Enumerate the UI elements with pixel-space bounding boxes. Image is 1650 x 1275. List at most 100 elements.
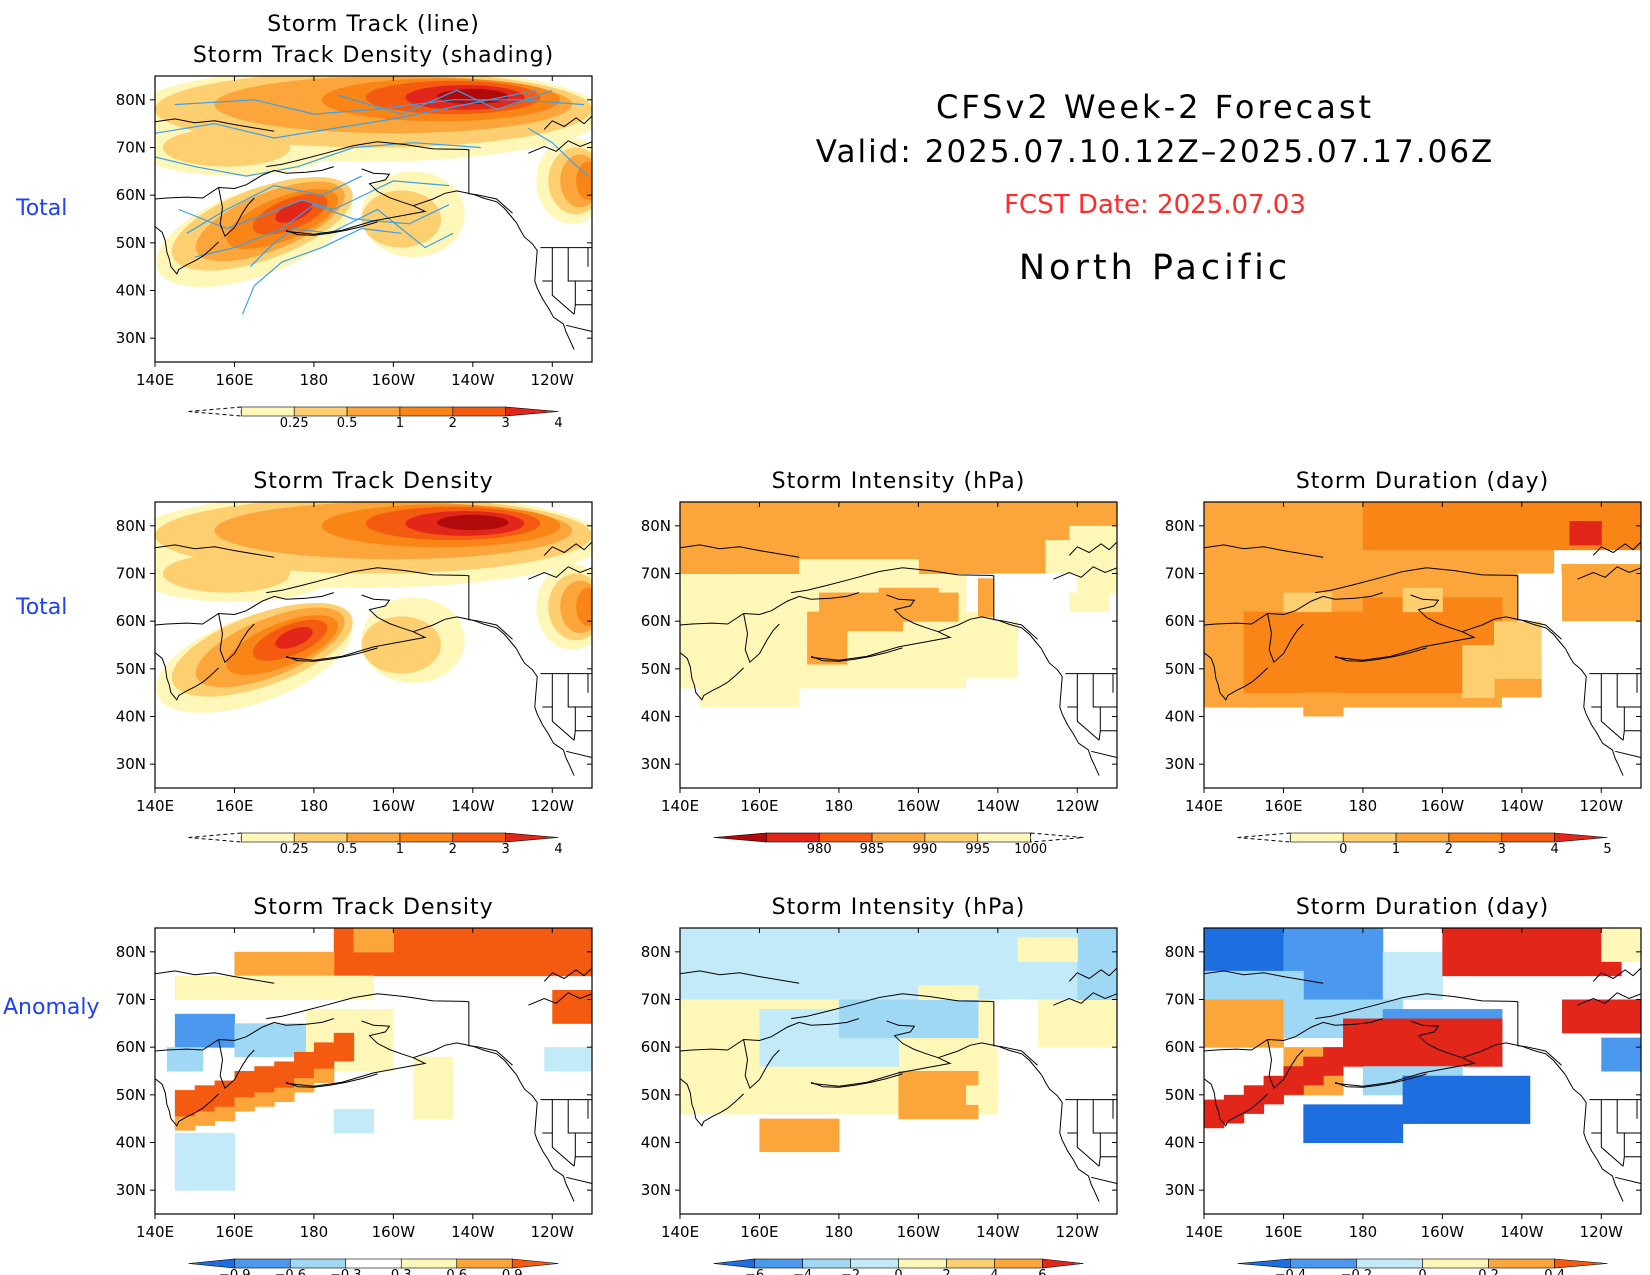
colorbar-label: 0.3	[391, 1268, 412, 1275]
state-border	[567, 1099, 592, 1134]
duration-cell	[1561, 563, 1641, 622]
state-border	[566, 324, 592, 332]
coastline	[1053, 566, 1117, 580]
colorbar-label: −0.6	[274, 1268, 306, 1275]
state-border	[573, 1156, 576, 1167]
colorbar-label: 995	[965, 842, 990, 857]
coastline	[1592, 541, 1641, 556]
border-line	[468, 575, 513, 640]
x-tick-label: 160W	[1421, 1223, 1465, 1241]
x-tick-label: 180	[825, 797, 854, 815]
coastline	[680, 1078, 744, 1127]
colorbar-high-end	[1554, 1258, 1608, 1269]
y-tick-label: 80N	[116, 91, 146, 109]
colorbar-swatch	[293, 832, 348, 843]
storm-track-line	[186, 175, 362, 234]
anomaly-cell	[413, 1056, 454, 1120]
plot-area	[680, 928, 1117, 1214]
state-border	[551, 281, 575, 315]
coastline	[743, 613, 780, 664]
coastline	[1315, 567, 1518, 594]
y-tick-label: 50N	[641, 660, 671, 678]
no-data-cell	[1517, 999, 1563, 1048]
coastline	[155, 1078, 219, 1127]
colorbar-swatch	[1422, 1258, 1489, 1269]
x-tick-label: 160W	[372, 1223, 416, 1241]
y-tick-label: 70N	[1165, 565, 1195, 583]
colorbar-label: 0.5	[337, 842, 358, 857]
anomaly-cell	[838, 999, 979, 1039]
colorbar-high-end	[505, 406, 559, 417]
density-contour	[576, 161, 592, 200]
state-border	[1076, 707, 1100, 741]
anomaly-cell	[333, 1109, 374, 1134]
y-tick-label: 70N	[116, 565, 146, 583]
coastline	[1565, 1074, 1624, 1202]
no-data-cell	[1017, 640, 1046, 708]
plot-area	[155, 928, 592, 1202]
y-tick-label: 30N	[641, 1181, 671, 1199]
coastline	[680, 970, 800, 984]
storm-track-line	[337, 89, 553, 115]
coastline	[811, 1020, 952, 1087]
y-tick-label: 30N	[116, 329, 146, 347]
colorbar-label: 1	[396, 842, 404, 857]
colorbar-label: 4	[554, 842, 562, 857]
chart-density: 140E 160E 180 160W 140W 120W80N70N60N50N40N30…	[116, 469, 593, 857]
colorbar-swatch	[289, 1258, 347, 1269]
plot-area	[155, 502, 592, 776]
colorbar-swatch	[1448, 832, 1503, 843]
y-tick-label: 80N	[1165, 943, 1195, 961]
state-border	[574, 707, 592, 732]
row-label-anomaly: Anomaly	[3, 995, 100, 1020]
anomaly-cell	[174, 1116, 196, 1131]
no-data-cell	[680, 1152, 1117, 1214]
y-tick-label: 70N	[116, 139, 146, 157]
colorbar-high-end	[511, 1258, 559, 1269]
y-tick-label: 60N	[1165, 612, 1195, 630]
coastline	[413, 616, 517, 650]
y-tick-label: 40N	[641, 1134, 671, 1152]
anomaly-cell	[1601, 1037, 1641, 1072]
coastline	[413, 190, 517, 224]
colorbar-label: 1	[396, 416, 404, 431]
state-border	[542, 1099, 553, 1134]
colorbar-swatch	[241, 406, 295, 417]
coastline	[1565, 648, 1624, 776]
coastline	[1068, 541, 1117, 556]
anomaly-cell	[1223, 1094, 1245, 1124]
plot-frame	[154, 501, 593, 789]
x-tick-label: 120W	[1056, 797, 1100, 815]
plot-area	[155, 76, 592, 350]
colorbar-swatch	[818, 832, 873, 843]
coastline	[791, 567, 994, 594]
y-tick-label: 80N	[116, 943, 146, 961]
anomaly-cell	[214, 1080, 235, 1110]
x-tick-label: 120W	[1580, 1223, 1624, 1241]
colorbar-swatch	[924, 832, 979, 843]
border-line	[468, 1001, 513, 1066]
state-border	[1091, 1176, 1117, 1184]
coastline	[810, 647, 903, 662]
colorbar-label: 3	[502, 842, 510, 857]
x-tick-label: 160E	[215, 1223, 253, 1241]
state-border	[1098, 1156, 1101, 1167]
coastline	[155, 226, 219, 275]
colorbar-label: 0.4	[1544, 1268, 1565, 1275]
coastline	[1041, 648, 1100, 776]
anomaly-cell	[699, 1075, 800, 1105]
anomaly-cell	[174, 1013, 235, 1048]
anomaly-cell	[1343, 1037, 1364, 1067]
anomaly-cell	[234, 1071, 255, 1100]
anomaly-cell	[274, 1061, 295, 1091]
colorbar-label: −0.2	[1341, 1268, 1373, 1275]
colorbar-high-end	[1042, 1258, 1084, 1269]
density-contour	[162, 128, 291, 167]
storm-track-line	[241, 227, 402, 315]
colorbar-label: 4	[554, 416, 562, 431]
colorbar-label: 0	[1418, 1268, 1426, 1275]
x-tick-label: 180	[1349, 1223, 1378, 1241]
anomaly-cell	[1323, 1047, 1344, 1076]
coastline	[543, 115, 592, 130]
